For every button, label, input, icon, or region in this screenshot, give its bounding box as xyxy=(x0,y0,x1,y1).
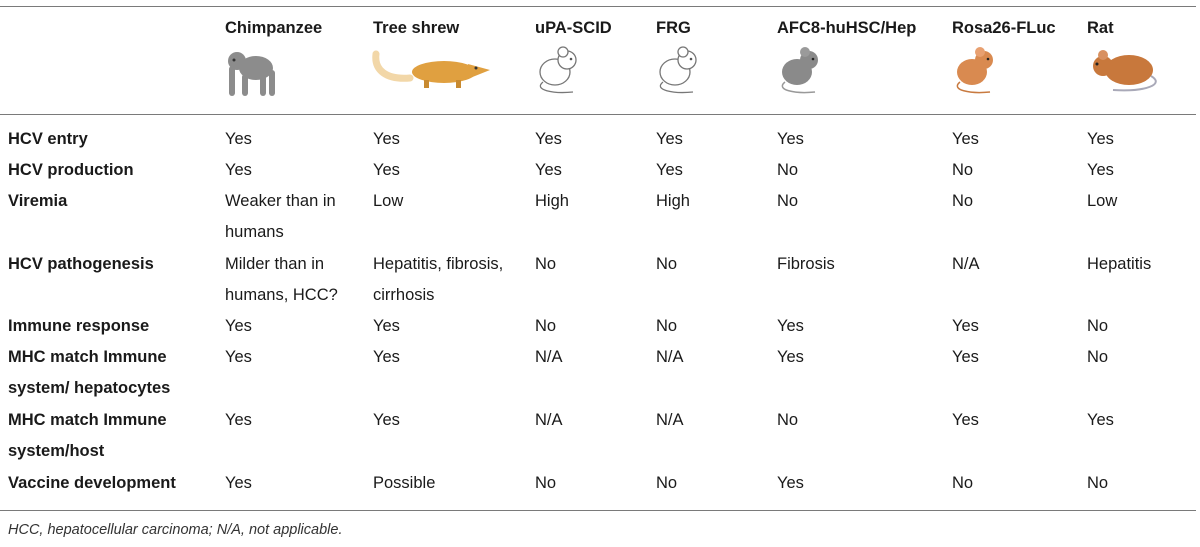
table-cell: Yes xyxy=(952,348,979,366)
table-cell: N/A xyxy=(656,348,684,366)
table-cell: Yes xyxy=(225,474,252,492)
table-cell: N/A xyxy=(535,411,563,429)
table-cell: No xyxy=(952,474,974,492)
column-header-tree-shrew: Tree shrew xyxy=(373,19,460,37)
table-cell: Yes xyxy=(952,411,979,429)
table-cell: Yes xyxy=(777,474,804,492)
row-label-viremia: Viremia xyxy=(8,192,68,210)
column-header-rosa26: Rosa26-FLuc xyxy=(952,19,1056,37)
table-cell: No xyxy=(952,192,974,210)
table-cell: N/A xyxy=(535,348,563,366)
column-header-frg: FRG xyxy=(656,19,691,37)
mouse-outline-icon xyxy=(659,46,697,94)
table-cell: No xyxy=(777,411,799,429)
column-header-afc8: AFC8-huHSC/Hep xyxy=(777,19,917,37)
table-cell: No xyxy=(777,161,799,179)
table-cell: Yes xyxy=(225,161,252,179)
table-cell: Yes xyxy=(373,161,400,179)
table-cell: Yes xyxy=(777,317,804,335)
table-cell: No xyxy=(1087,348,1109,366)
row-label-immune-response: Immune response xyxy=(8,317,150,335)
table-cell: Yes xyxy=(1087,161,1114,179)
table-cell: No xyxy=(656,255,678,273)
table-cell: Yes xyxy=(777,348,804,366)
header-rule xyxy=(0,114,1196,115)
table-cell: Yes xyxy=(656,130,683,148)
row-label-hcv-entry: HCV entry xyxy=(8,130,88,148)
mouse-orange-icon xyxy=(956,47,993,94)
table-cell: Yes xyxy=(373,317,400,335)
table-cell: Yes xyxy=(656,161,683,179)
table-cell: No xyxy=(656,474,678,492)
table-cell: Hepatitis, fibrosis, cirrhosis xyxy=(373,255,504,304)
column-header-chimpanzee: Chimpanzee xyxy=(225,19,323,37)
table-cell: No xyxy=(777,192,799,210)
table-cell: Yes xyxy=(952,130,979,148)
table-cell: No xyxy=(656,317,678,335)
table-cell: N/A xyxy=(952,255,980,273)
table-cell: Yes xyxy=(225,317,252,335)
mouse-gray-icon xyxy=(781,47,818,94)
table-cell: No xyxy=(535,474,557,492)
bottom-rule xyxy=(0,510,1196,511)
rat-icon xyxy=(1093,50,1157,92)
row-label-hcv-pathogenesis: HCV pathogenesis xyxy=(8,255,154,273)
table-cell: No xyxy=(1087,474,1109,492)
table-cell: High xyxy=(535,192,569,210)
row-label-hcv-production: HCV production xyxy=(8,161,134,179)
table-cell: Yes xyxy=(225,348,252,366)
tree-shrew-icon xyxy=(372,50,490,88)
column-header-upa-scid: uPA-SCID xyxy=(535,19,612,37)
table-cell: Yes xyxy=(1087,411,1114,429)
table-cell: Yes xyxy=(373,130,400,148)
table-cell: Yes xyxy=(1087,130,1114,148)
table-cell: High xyxy=(656,192,690,210)
mouse-outline-icon xyxy=(539,46,577,94)
table-cell: N/A xyxy=(656,411,684,429)
table-cell: Yes xyxy=(225,411,252,429)
table-footnote: HCC, hepatocellular carcinoma; N/A, not … xyxy=(8,522,343,538)
table-cell: No xyxy=(535,317,557,335)
table-cell: Hepatitis xyxy=(1087,255,1152,273)
row-label-mhc-hepatocytes: MHC match Immune system/ hepatocytes xyxy=(8,348,171,397)
table-cell: Milder than in humans, HCC? xyxy=(225,255,338,304)
table-cell: Yes xyxy=(373,348,400,366)
table-cell: Low xyxy=(373,192,404,210)
table-cell: Yes xyxy=(535,161,562,179)
table-cell: Yes xyxy=(777,130,804,148)
table-cell: Possible xyxy=(373,474,436,492)
table-cell: Fibrosis xyxy=(777,255,835,273)
top-rule xyxy=(0,6,1196,7)
table-cell: Yes xyxy=(535,130,562,148)
table-cell: Yes xyxy=(225,130,252,148)
table-cell: Low xyxy=(1087,192,1118,210)
table-cell: No xyxy=(535,255,557,273)
row-label-mhc-host: MHC match Immune system/host xyxy=(8,411,167,460)
row-label-vaccine: Vaccine development xyxy=(8,474,176,492)
table-cell: Yes xyxy=(952,317,979,335)
column-header-rat: Rat xyxy=(1087,19,1114,37)
table-cell: No xyxy=(1087,317,1109,335)
table-cell: No xyxy=(952,161,974,179)
table-cell: Yes xyxy=(373,411,400,429)
table-cell: Weaker than in humans xyxy=(225,192,336,241)
chimpanzee-icon xyxy=(228,52,275,96)
